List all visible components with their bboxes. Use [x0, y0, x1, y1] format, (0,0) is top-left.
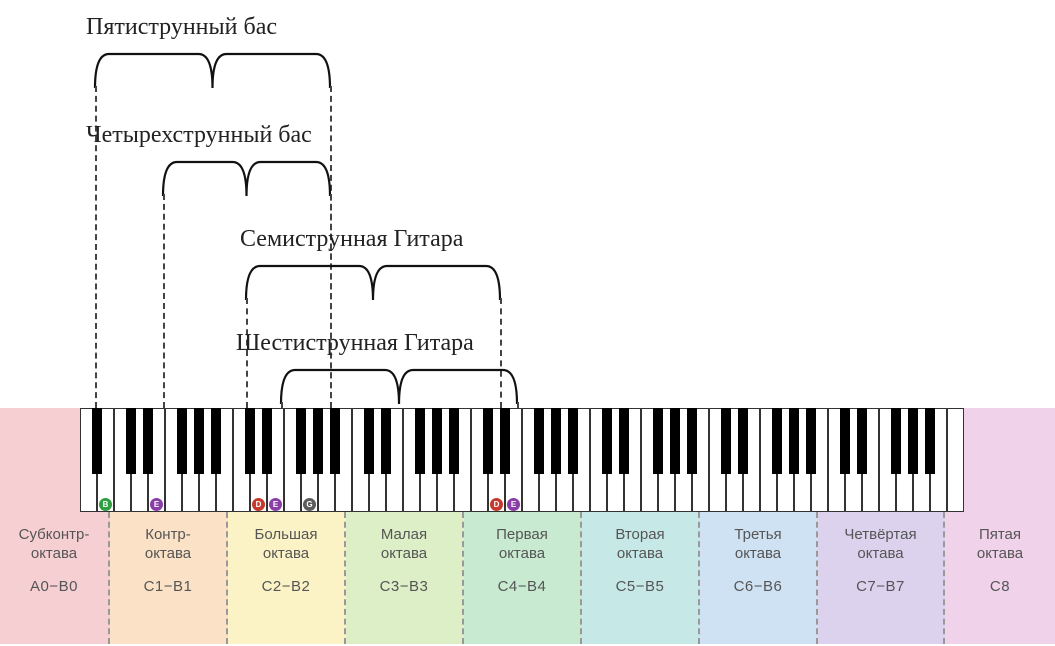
black-key: [364, 408, 375, 474]
range-brace: [163, 160, 330, 198]
black-key: [245, 408, 256, 474]
black-key: [534, 408, 545, 474]
black-key: [772, 408, 783, 474]
range-brace: [246, 264, 500, 302]
black-key: [415, 408, 426, 474]
black-key: [262, 408, 273, 474]
black-key: [789, 408, 800, 474]
octave-range: C3−B3: [380, 578, 429, 595]
black-key: [806, 408, 817, 474]
octave-cell: Пятаяоктава C8: [945, 512, 1055, 644]
black-key: [738, 408, 749, 474]
black-key: [551, 408, 562, 474]
black-key: [568, 408, 579, 474]
instrument-label: Семиструнная Гитара: [240, 226, 463, 253]
instrument-label: Шестиструнная Гитара: [236, 330, 474, 357]
octave-name: Втораяоктава: [615, 526, 664, 564]
black-key: [619, 408, 630, 474]
note-dot: B: [99, 498, 112, 511]
octave-name: Большаяоктава: [255, 526, 318, 564]
black-key: [449, 408, 460, 474]
black-key: [840, 408, 851, 474]
octave-name: Четвёртаяоктава: [844, 526, 916, 564]
octave-range: C6−B6: [734, 578, 783, 595]
black-key: [687, 408, 698, 474]
octave-cell: Третьяоктава C6−B6: [700, 512, 818, 644]
octave-cell: Субконтр-октава A0−B0: [0, 512, 110, 644]
note-dot: E: [507, 498, 520, 511]
octave-name: Малаяоктава: [381, 526, 427, 564]
octave-range: A0−B0: [30, 578, 78, 595]
black-key: [500, 408, 511, 474]
right-band: [964, 408, 1055, 512]
octave-name: Контр-октава: [145, 526, 191, 564]
range-dash: [163, 194, 165, 408]
octave-name: Третьяоктава: [734, 526, 781, 564]
instrument-label: Пятиструнный бас: [86, 14, 277, 41]
octave-cell: Втораяоктава C5−B5: [582, 512, 700, 644]
black-key: [194, 408, 205, 474]
range-dash: [281, 402, 283, 408]
black-key: [857, 408, 868, 474]
left-band: [0, 408, 80, 512]
octave-cell: Перваяоктава C4−B4: [464, 512, 582, 644]
octave-cell: Четвёртаяоктава C7−B7: [818, 512, 945, 644]
octave-name: Пятаяоктава: [977, 526, 1023, 564]
black-key: [381, 408, 392, 474]
black-key: [721, 408, 732, 474]
octave-row: Субконтр-октава A0−B0 Контр-октава C1−B1 Бол…: [0, 512, 1055, 644]
black-key: [313, 408, 324, 474]
note-dot: D: [490, 498, 503, 511]
range-brace: [95, 52, 330, 90]
black-key: [211, 408, 222, 474]
black-key: [483, 408, 494, 474]
note-dot: G: [303, 498, 316, 511]
white-key: [947, 408, 964, 512]
octave-range: C8: [990, 578, 1010, 595]
range-dash: [517, 402, 519, 408]
black-key: [602, 408, 613, 474]
black-key: [330, 408, 341, 474]
octave-range: C2−B2: [262, 578, 311, 595]
black-key: [92, 408, 103, 474]
note-dot: E: [269, 498, 282, 511]
piano-keyboard: BEDEGDE: [80, 408, 964, 512]
black-key: [908, 408, 919, 474]
octave-name: Субконтр-октава: [19, 526, 90, 564]
black-key: [925, 408, 936, 474]
octave-cell: Большаяоктава C2−B2: [228, 512, 346, 644]
instrument-label: Четырехструнный бас: [86, 122, 312, 149]
black-key: [177, 408, 188, 474]
range-brace: [281, 368, 517, 406]
octave-range: C7−B7: [856, 578, 905, 595]
black-key: [432, 408, 443, 474]
black-key: [891, 408, 902, 474]
black-key: [143, 408, 154, 474]
black-key: [296, 408, 307, 474]
octave-cell: Контр-октава C1−B1: [110, 512, 228, 644]
octave-range: C4−B4: [498, 578, 547, 595]
note-dot: E: [150, 498, 163, 511]
octave-cell: Малаяоктава C3−B3: [346, 512, 464, 644]
octave-range: C5−B5: [616, 578, 665, 595]
black-key: [653, 408, 664, 474]
octave-range: C1−B1: [144, 578, 193, 595]
black-key: [670, 408, 681, 474]
black-key: [126, 408, 137, 474]
octave-name: Перваяоктава: [496, 526, 548, 564]
note-dot: D: [252, 498, 265, 511]
